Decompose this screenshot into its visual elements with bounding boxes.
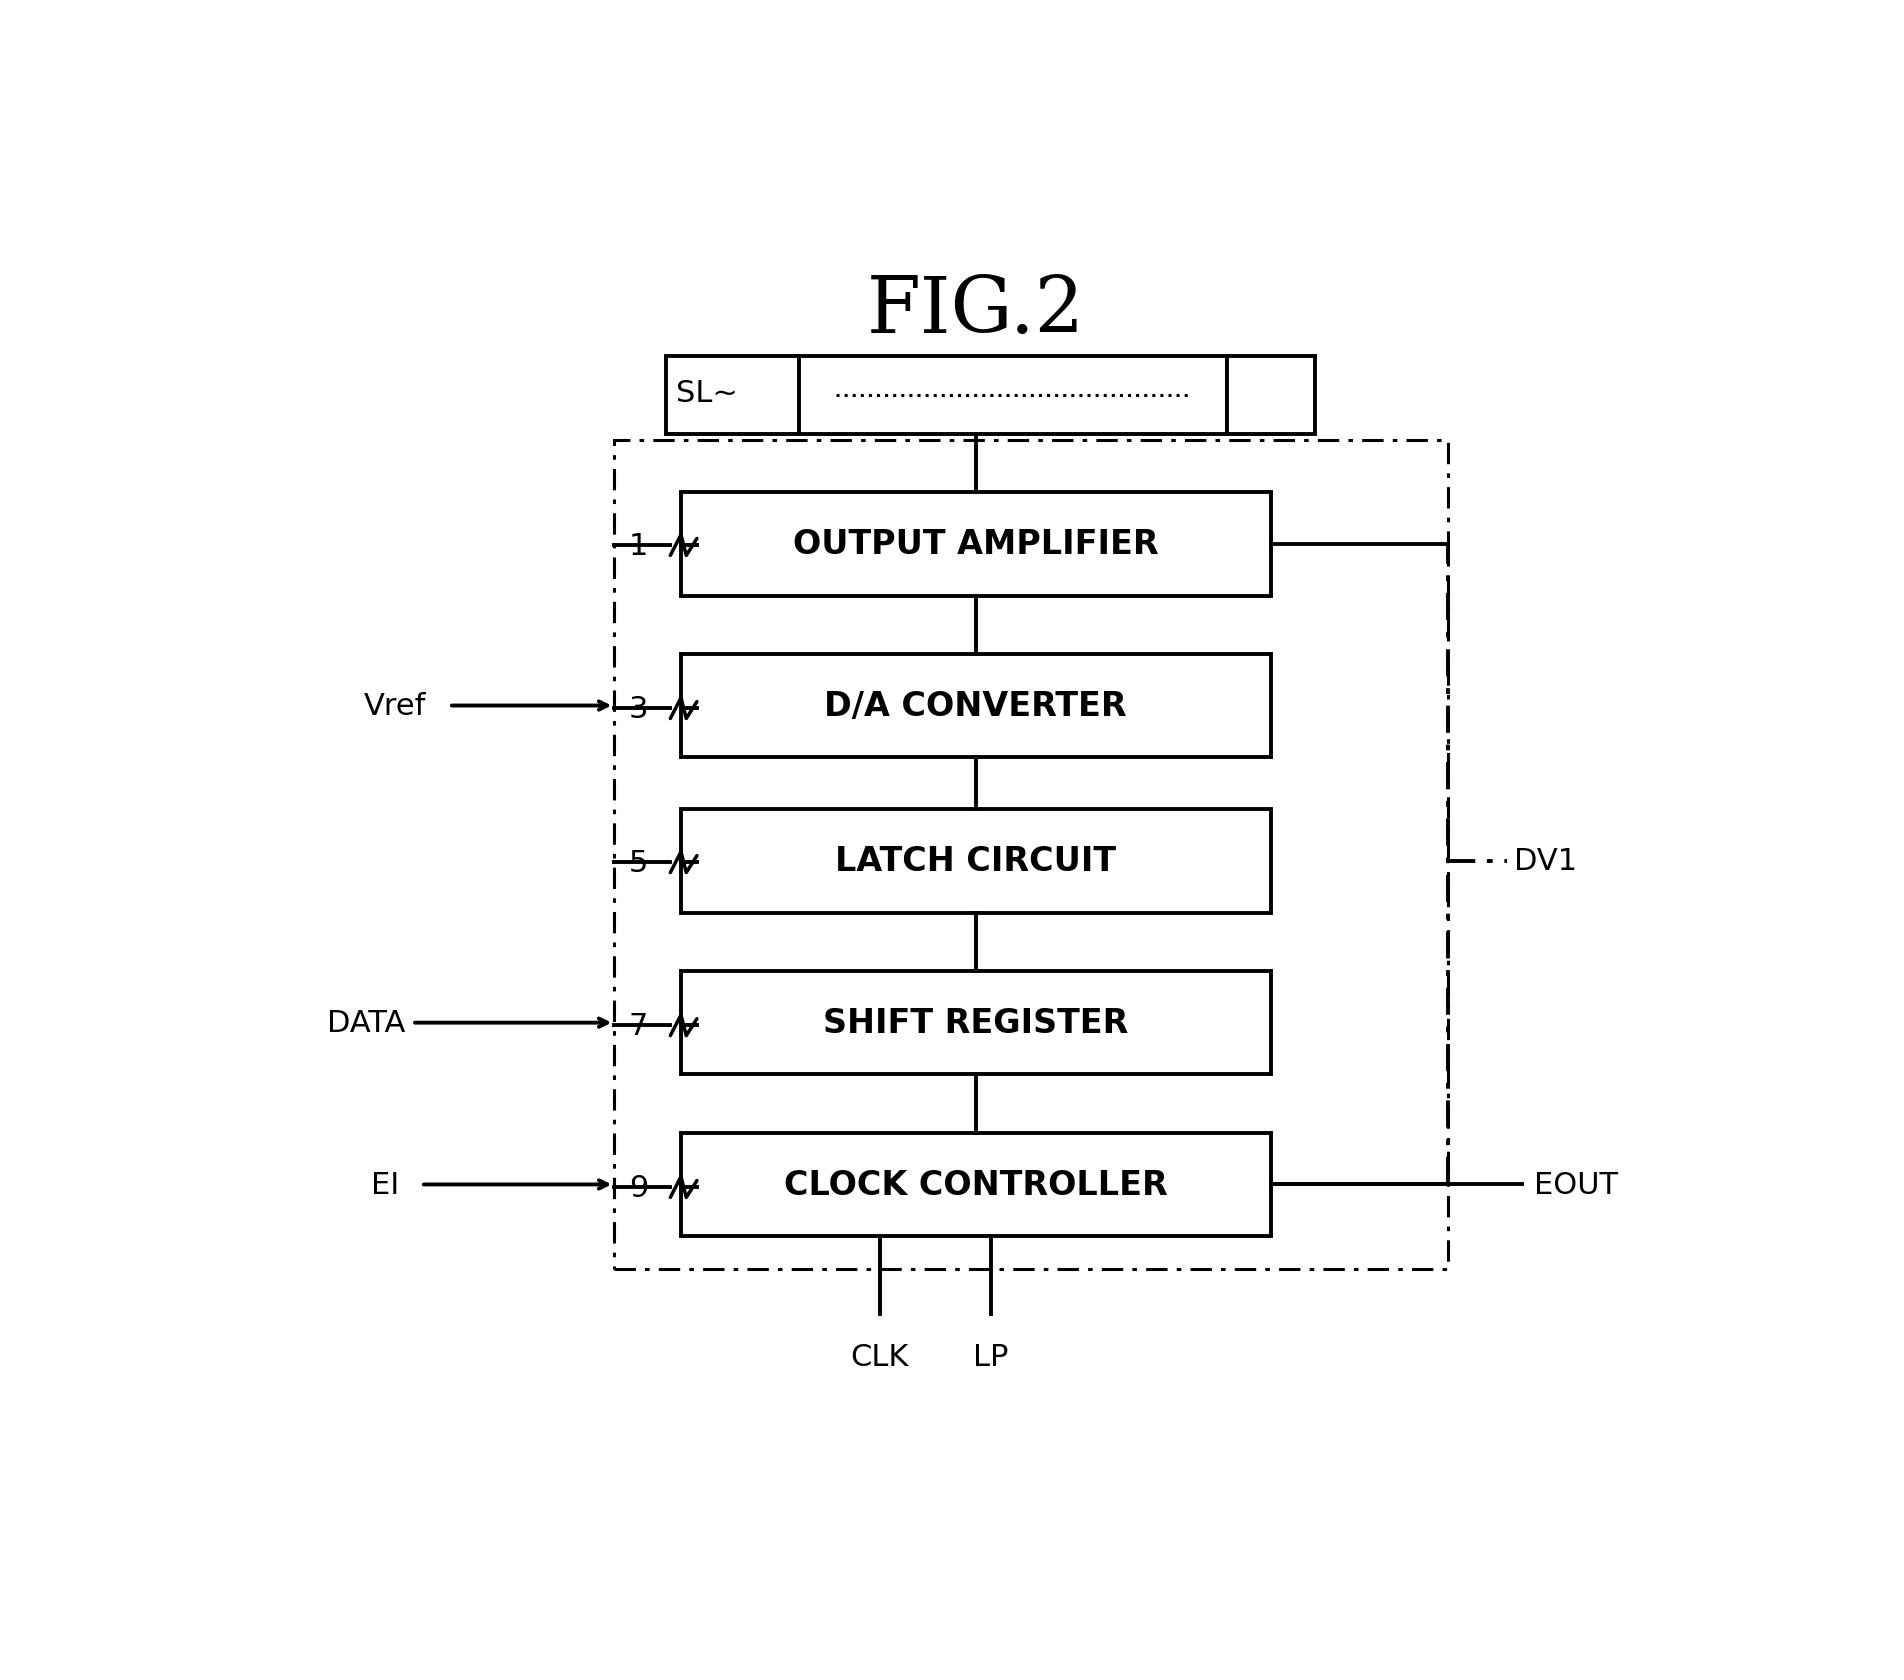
Text: D/A CONVERTER: D/A CONVERTER bbox=[824, 689, 1127, 722]
Text: SL~: SL~ bbox=[676, 378, 739, 408]
Bar bbox=[666, 356, 800, 435]
Bar bbox=[682, 655, 1272, 758]
Text: LATCH CIRCUIT: LATCH CIRCUIT bbox=[836, 845, 1116, 879]
Bar bbox=[682, 810, 1272, 914]
Bar bbox=[682, 492, 1272, 596]
Text: Vref: Vref bbox=[364, 692, 426, 721]
Bar bbox=[1226, 356, 1316, 435]
Text: DATA: DATA bbox=[327, 1008, 406, 1038]
Text: CLOCK CONTROLLER: CLOCK CONTROLLER bbox=[784, 1168, 1167, 1201]
Bar bbox=[800, 356, 1226, 435]
Text: FIG.2: FIG.2 bbox=[866, 272, 1085, 348]
Text: 1: 1 bbox=[628, 531, 647, 559]
Text: SHIFT REGISTER: SHIFT REGISTER bbox=[823, 1006, 1129, 1040]
Text: 5: 5 bbox=[628, 848, 647, 877]
Text: 7: 7 bbox=[628, 1011, 647, 1040]
Text: 3: 3 bbox=[628, 694, 647, 722]
Text: EI: EI bbox=[371, 1171, 400, 1200]
Bar bbox=[682, 1132, 1272, 1236]
Bar bbox=[682, 971, 1272, 1075]
Text: EOUT: EOUT bbox=[1533, 1171, 1618, 1200]
Text: LP: LP bbox=[973, 1342, 1009, 1371]
Text: 9: 9 bbox=[628, 1173, 647, 1201]
Bar bbox=[615, 440, 1447, 1268]
Text: OUTPUT AMPLIFIER: OUTPUT AMPLIFIER bbox=[792, 528, 1160, 561]
Text: DV1: DV1 bbox=[1514, 847, 1578, 875]
Text: CLK: CLK bbox=[851, 1342, 908, 1371]
